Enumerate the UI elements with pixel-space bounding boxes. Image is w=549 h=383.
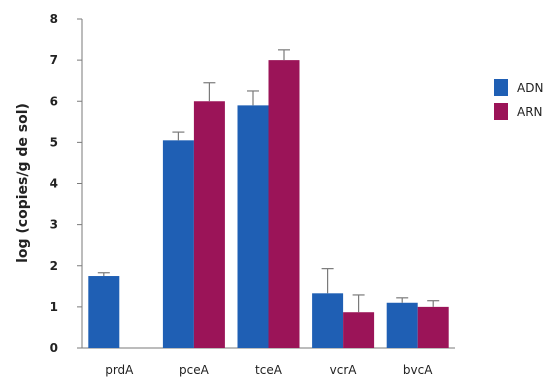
y-tick-label: 8: [50, 12, 58, 26]
legend-label-adn: ADN: [517, 81, 543, 95]
y-axis-ticks: 0 1 2 3 4 5 6 7 8: [50, 12, 82, 355]
bar-adn-vcrA: [312, 293, 344, 348]
x-category-label: bvcA: [403, 363, 433, 377]
x-category-label: vcrA: [330, 363, 358, 377]
bar-arn-bvcA: [417, 306, 449, 348]
bar-adn-tceA: [237, 105, 269, 348]
x-category-label: tceA: [255, 363, 283, 377]
error-bars-group: [97, 49, 440, 313]
y-tick-label: 3: [50, 218, 58, 232]
bar-adn-bvcA: [386, 302, 418, 348]
bar-adn-prdA: [88, 276, 120, 348]
y-tick-label: 6: [50, 94, 58, 108]
y-tick-label: 0: [50, 341, 58, 355]
y-tick-label: 7: [50, 53, 58, 67]
legend-swatch-arn: [494, 103, 508, 120]
legend: ADN ARN: [494, 79, 543, 120]
bars-group: [88, 60, 449, 348]
legend-label-arn: ARN: [517, 105, 543, 119]
x-category-label: pceA: [179, 363, 210, 377]
y-axis-label: log (copies/g de sol): [15, 103, 31, 263]
y-tick-label: 1: [50, 300, 58, 314]
x-axis-categories: prdA pceA tceA vcrA bvcA: [105, 363, 433, 377]
bar-arn-tceA: [268, 60, 300, 348]
y-tick-label: 5: [50, 135, 58, 149]
y-tick-label: 2: [50, 259, 58, 273]
bar-arn-vcrA: [343, 312, 375, 348]
bar-adn-pceA: [162, 140, 194, 348]
y-tick-label: 4: [50, 177, 58, 191]
legend-swatch-adn: [494, 79, 508, 96]
bar-arn-pceA: [193, 101, 225, 348]
x-category-label: prdA: [105, 363, 134, 377]
